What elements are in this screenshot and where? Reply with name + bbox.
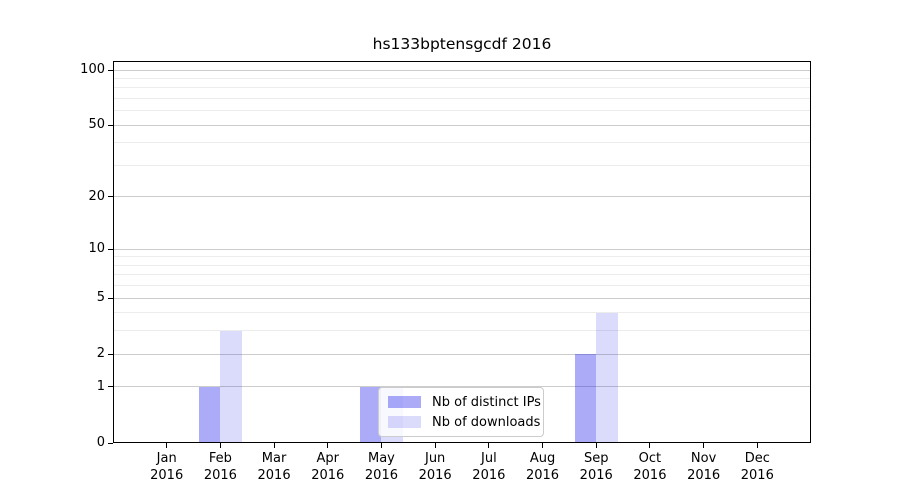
gridline-major <box>114 196 810 198</box>
y-tick-mark <box>108 353 113 355</box>
x-tick-mark <box>219 443 221 448</box>
gridline-major <box>114 124 810 126</box>
x-tick-label: Jan 2016 <box>139 450 195 484</box>
x-tick-label: Jul 2016 <box>461 450 517 484</box>
x-tick-month: Jul <box>481 451 497 466</box>
gridline-major <box>114 248 810 250</box>
gridline-minor <box>114 87 810 89</box>
x-tick-month: Nov <box>690 451 717 466</box>
legend-label-distinct-ips: Nb of distinct IPs <box>432 394 541 410</box>
x-tick-label: Sep 2016 <box>568 450 624 484</box>
y-tick-label: 2 <box>96 346 105 362</box>
x-tick-year: 2016 <box>150 468 184 483</box>
legend-item-downloads: Nb of downloads <box>388 413 540 431</box>
gridline-major <box>114 386 810 388</box>
gridline-minor <box>114 256 810 258</box>
y-tick-mark <box>108 442 113 444</box>
y-tick-label: 1 <box>96 378 105 394</box>
gridline-minor <box>114 330 810 332</box>
bar-downloads <box>596 312 618 443</box>
legend-swatch-distinct-ips <box>388 396 421 408</box>
x-tick-mark <box>327 443 329 448</box>
x-tick-label: Apr 2016 <box>300 450 356 484</box>
gridline-minor <box>114 165 810 166</box>
gridline-minor <box>114 98 810 100</box>
y-tick-mark <box>108 196 113 198</box>
gridline-minor <box>114 142 810 144</box>
x-tick-year: 2016 <box>472 468 506 483</box>
x-tick-year: 2016 <box>203 468 237 483</box>
y-tick-label: 20 <box>88 188 105 204</box>
gridline-minor <box>114 312 810 314</box>
x-tick-month: Apr <box>316 451 340 466</box>
legend-label-downloads: Nb of downloads <box>432 414 541 430</box>
x-tick-month: Feb <box>208 451 232 466</box>
y-tick-label: 100 <box>80 62 105 78</box>
x-tick-year: 2016 <box>525 468 560 483</box>
legend: Nb of distinct IPs Nb of downloads <box>378 387 544 437</box>
bar-downloads <box>220 330 242 443</box>
x-tick-year: 2016 <box>418 468 452 483</box>
x-tick-year: 2016 <box>311 468 345 483</box>
x-tick-label: Dec 2016 <box>729 450 785 484</box>
x-tick-year: 2016 <box>364 468 398 483</box>
y-tick-label: 10 <box>88 241 105 257</box>
gridline-major <box>114 297 810 299</box>
gridline-major <box>114 353 810 355</box>
gridline-minor <box>114 285 810 287</box>
y-tick-mark <box>108 248 113 250</box>
legend-item-distinct-ips: Nb of distinct IPs <box>388 393 541 411</box>
x-tick-mark <box>756 443 758 448</box>
x-tick-month: May <box>368 451 395 466</box>
x-tick-year: 2016 <box>687 468 721 483</box>
x-tick-label: May 2016 <box>353 450 409 484</box>
gridline-minor <box>114 110 810 112</box>
y-tick-mark <box>108 124 113 126</box>
y-tick-mark <box>108 69 113 71</box>
y-tick-label: 0 <box>96 435 105 450</box>
x-tick-month: Mar <box>261 451 287 466</box>
x-tick-label: Oct 2016 <box>622 450 678 484</box>
x-tick-label: Feb 2016 <box>192 450 248 484</box>
x-tick-mark <box>703 443 705 448</box>
bar-distinct-ips <box>574 354 597 443</box>
gridline-minor <box>114 274 810 276</box>
x-tick-month: Jun <box>424 451 446 466</box>
x-tick-month: Aug <box>529 451 556 466</box>
legend-swatch-downloads <box>388 416 421 428</box>
x-tick-label: Mar 2016 <box>246 450 302 484</box>
gridline-minor <box>114 77 810 79</box>
x-tick-label: Nov 2016 <box>676 450 732 484</box>
x-tick-mark <box>595 443 597 448</box>
x-tick-mark <box>434 443 436 448</box>
chart-title: hs133bptensgcdf 2016 <box>372 35 552 53</box>
x-tick-year: 2016 <box>633 468 667 483</box>
y-tick-label: 50 <box>88 117 105 133</box>
x-tick-mark <box>166 443 168 448</box>
bar-distinct-ips <box>359 386 382 443</box>
x-tick-label: Aug 2016 <box>515 450 571 484</box>
x-tick-mark <box>649 443 651 448</box>
x-tick-year: 2016 <box>579 468 613 483</box>
x-tick-month: Oct <box>638 451 662 466</box>
x-tick-year: 2016 <box>257 468 291 483</box>
gridline-major <box>114 69 810 71</box>
bar-distinct-ips <box>198 386 221 443</box>
y-tick-label: 5 <box>96 290 105 306</box>
x-tick-year: 2016 <box>740 468 774 483</box>
gridline-minor <box>114 264 810 266</box>
y-tick-mark <box>108 297 113 299</box>
x-tick-month: Sep <box>583 451 609 466</box>
y-tick-mark <box>108 386 113 388</box>
x-tick-mark <box>542 443 544 448</box>
x-tick-mark <box>488 443 490 448</box>
x-tick-mark <box>273 443 275 448</box>
x-tick-month: Jan <box>156 451 177 466</box>
x-tick-month: Dec <box>744 451 770 466</box>
x-tick-mark <box>380 443 382 448</box>
x-tick-label: Jun 2016 <box>407 450 463 484</box>
